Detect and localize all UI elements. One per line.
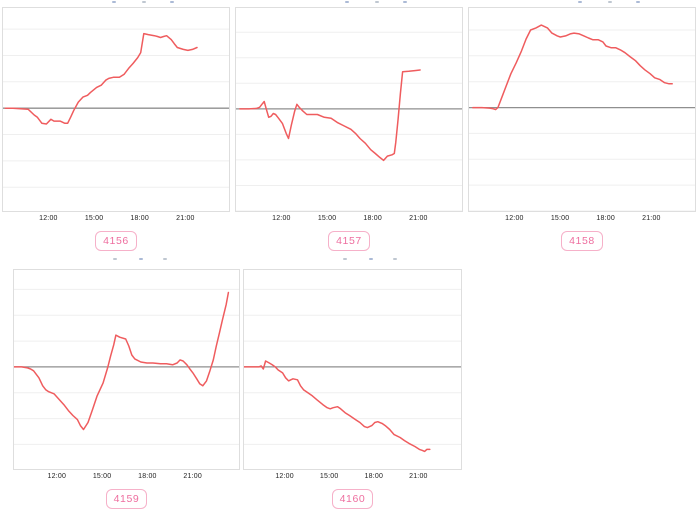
x-tick-label: 18:00 xyxy=(138,473,157,480)
x-tick-label: 15:00 xyxy=(319,473,339,480)
x-tick-label: 21:00 xyxy=(642,215,661,222)
plot-area xyxy=(13,269,240,470)
chart-id-badge-4160[interactable]: 4160 xyxy=(331,489,374,509)
chart-panel-4158: 12:00 15:00 18:00 21:00 4158 xyxy=(468,0,696,251)
x-tick-label: 15:00 xyxy=(84,215,104,222)
x-tick-label: 15:00 xyxy=(92,473,112,480)
x-axis-ticks: 12:00 15:00 18:00 21:00 xyxy=(468,212,696,225)
x-tick-label: 12:00 xyxy=(39,215,58,222)
x-axis-ticks: 12:00 15:00 18:00 21:00 xyxy=(13,470,240,483)
series-line xyxy=(239,69,421,162)
x-tick-label: 21:00 xyxy=(409,473,428,480)
chart-id-badge-4156[interactable]: 4156 xyxy=(95,231,137,251)
series-line xyxy=(14,291,230,431)
plot-area xyxy=(243,269,462,470)
x-tick-label: 15:00 xyxy=(550,215,570,222)
chart-plot-4160 xyxy=(244,288,461,453)
x-tick-label: 21:00 xyxy=(409,215,428,222)
x-tick-label: 12:00 xyxy=(505,215,524,222)
clipped-chart-title xyxy=(235,0,463,7)
x-tick-label: 12:00 xyxy=(47,473,67,480)
x-tick-label: 12:00 xyxy=(272,215,291,222)
series-line xyxy=(4,32,198,125)
x-axis-ticks: 12:00 15:00 18:00 21:00 xyxy=(2,212,230,225)
chart-plot-4156 xyxy=(3,28,229,188)
chart-plot-4159 xyxy=(14,288,239,445)
plot-area xyxy=(2,7,230,212)
chart-id-badge-4159[interactable]: 4159 xyxy=(105,489,148,509)
x-tick-label: 15:00 xyxy=(317,215,337,222)
chart-plot-4157 xyxy=(236,31,462,211)
chart-panel-4156: 12:00 15:00 18:00 21:00 4156 xyxy=(2,0,230,251)
plot-area xyxy=(235,7,463,212)
plot-area xyxy=(468,7,696,212)
x-tick-label: 21:00 xyxy=(183,473,202,480)
clipped-chart-title xyxy=(2,0,230,7)
chart-id-badge-4158[interactable]: 4158 xyxy=(561,231,603,251)
x-tick-label: 12:00 xyxy=(275,473,294,480)
series-line xyxy=(244,360,431,453)
x-tick-label: 18:00 xyxy=(363,215,382,222)
series-line xyxy=(472,24,673,111)
clipped-chart-title xyxy=(243,255,462,269)
chart-plot-4158 xyxy=(469,24,695,211)
chart-panel-4160: 12:00 15:00 18:00 21:00 4160 xyxy=(243,255,462,509)
chart-panel-4157: 12:00 15:00 18:00 21:00 4157 xyxy=(235,0,463,251)
clipped-chart-title xyxy=(468,0,696,7)
x-axis-ticks: 12:00 15:00 18:00 21:00 xyxy=(243,470,462,483)
chart-id-badge-4157[interactable]: 4157 xyxy=(328,231,370,251)
x-tick-label: 18:00 xyxy=(364,473,384,480)
x-tick-label: 18:00 xyxy=(130,215,149,222)
x-tick-label: 18:00 xyxy=(596,215,615,222)
clipped-chart-title xyxy=(13,255,240,269)
x-tick-label: 21:00 xyxy=(176,215,195,222)
chart-panel-4159: 12:00 15:00 18:00 21:00 4159 xyxy=(13,255,240,509)
x-axis-ticks: 12:00 15:00 18:00 21:00 xyxy=(235,212,463,225)
